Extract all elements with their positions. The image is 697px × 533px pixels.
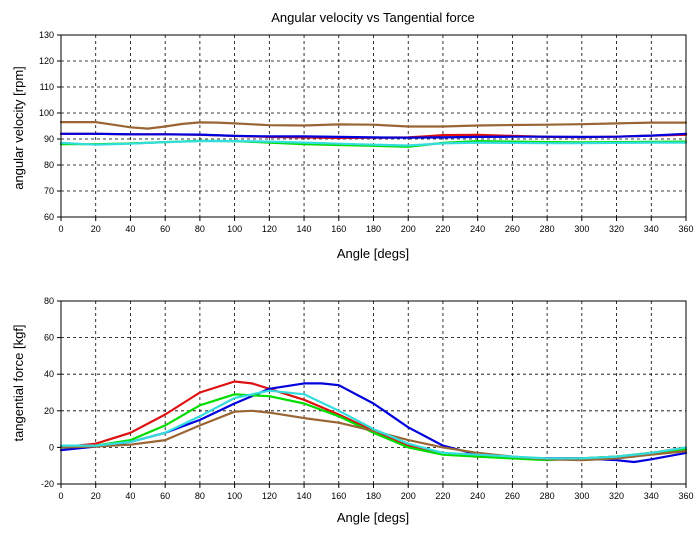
x-tick-label: 40 <box>125 491 135 501</box>
x-tick-label: 100 <box>227 491 242 501</box>
x-tick-label: 340 <box>644 491 659 501</box>
series-line-1 <box>59 120 688 130</box>
x-tick-label: 160 <box>331 224 346 234</box>
x-tick-label: 20 <box>91 224 101 234</box>
y-axis-label: angular velocity [rpm] <box>11 66 26 190</box>
x-tick-label: 160 <box>331 491 346 501</box>
x-tick-label: 180 <box>366 224 381 234</box>
x-tick-label: 260 <box>505 491 520 501</box>
x-tick-label: 0 <box>58 224 63 234</box>
y-tick-label: 0 <box>49 442 54 452</box>
y-tick-label: 60 <box>44 212 54 222</box>
x-tick-label: 80 <box>195 491 205 501</box>
grid <box>61 301 686 484</box>
y-tick-label: 100 <box>39 108 54 118</box>
y-tick-label: 120 <box>39 56 54 66</box>
x-tick-label: 240 <box>470 491 485 501</box>
x-tick-label: 220 <box>435 491 450 501</box>
x-tick-label: 300 <box>574 491 589 501</box>
x-tick-label: 200 <box>401 224 416 234</box>
ticks: 0 20 40 60 80 100 120 140 160 180 200 220 240 260 280 3… <box>41 296 694 501</box>
ticks: 0 20 40 60 80 100 120 140 160 180 200 220 240 260 280 3… <box>39 30 694 234</box>
y-tick-label: -20 <box>41 479 54 489</box>
series-group <box>59 120 688 148</box>
x-tick-label: 140 <box>297 224 312 234</box>
y-tick-label: 80 <box>44 160 54 170</box>
x-tick-label: 320 <box>609 224 624 234</box>
x-tick-label: 120 <box>262 224 277 234</box>
x-tick-label: 240 <box>470 224 485 234</box>
x-axis-label: Angle [degs] <box>337 510 409 525</box>
x-tick-label: 200 <box>401 491 416 501</box>
y-tick-label: 90 <box>44 134 54 144</box>
x-axis-label: Angle [degs] <box>337 246 409 261</box>
x-tick-label: 20 <box>91 491 101 501</box>
x-tick-label: 60 <box>160 491 170 501</box>
x-tick-label: 140 <box>297 491 312 501</box>
y-tick-label: 110 <box>40 82 54 92</box>
x-tick-label: 180 <box>366 491 381 501</box>
x-tick-label: 120 <box>262 491 277 501</box>
series-group <box>59 380 688 464</box>
x-tick-label: 80 <box>195 224 205 234</box>
x-tick-label: 260 <box>505 224 520 234</box>
x-tick-label: 340 <box>644 224 659 234</box>
tangential-force-plot: Angle [degs] tangential force [kgf] 0 20 4… <box>11 296 694 525</box>
series-line-5 <box>59 389 688 460</box>
x-tick-label: 360 <box>678 491 693 501</box>
y-tick-label: 70 <box>44 186 54 196</box>
series-line-4 <box>59 409 688 462</box>
x-tick-label: 60 <box>160 224 170 234</box>
x-tick-label: 280 <box>540 491 555 501</box>
grid <box>61 35 686 217</box>
x-tick-label: 300 <box>574 224 589 234</box>
y-tick-label: 130 <box>39 30 54 40</box>
angular-velocity-plot: Angle [degs] angular velocity [rpm] 0 20 4… <box>11 30 694 261</box>
x-tick-label: 100 <box>227 224 242 234</box>
y-tick-label: 40 <box>44 369 54 379</box>
x-tick-label: 220 <box>435 224 450 234</box>
x-tick-label: 40 <box>125 224 135 234</box>
x-tick-label: 0 <box>58 491 63 501</box>
chart-title: Angular velocity vs Tangential force <box>271 10 475 25</box>
x-tick-label: 320 <box>609 491 624 501</box>
series-line-5 <box>59 140 688 147</box>
y-axis-label: tangential force [kgf] <box>11 324 26 441</box>
series-line-3 <box>59 132 688 139</box>
y-tick-label: 20 <box>44 406 54 416</box>
y-tick-label: 80 <box>44 296 54 306</box>
x-tick-label: 360 <box>678 224 693 234</box>
x-tick-label: 280 <box>540 224 555 234</box>
y-tick-label: 60 <box>44 333 54 343</box>
